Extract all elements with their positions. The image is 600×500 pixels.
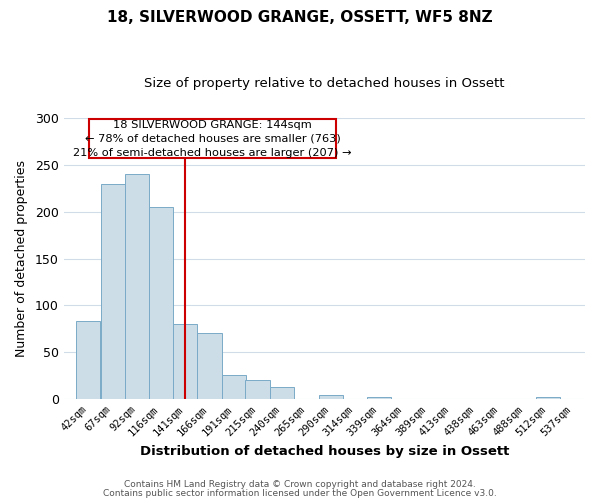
Y-axis label: Number of detached properties: Number of detached properties: [15, 160, 28, 357]
Bar: [173, 324, 197, 399]
Bar: [197, 332, 221, 399]
FancyBboxPatch shape: [89, 119, 337, 158]
Text: 18 SILVERWOOD GRANGE: 144sqm
← 78% of detached houses are smaller (763)
21% of s: 18 SILVERWOOD GRANGE: 144sqm ← 78% of de…: [73, 120, 352, 158]
Bar: [270, 387, 294, 399]
X-axis label: Distribution of detached houses by size in Ossett: Distribution of detached houses by size …: [140, 444, 509, 458]
Bar: [125, 174, 149, 399]
Text: 18, SILVERWOOD GRANGE, OSSETT, WF5 8NZ: 18, SILVERWOOD GRANGE, OSSETT, WF5 8NZ: [107, 10, 493, 25]
Bar: [536, 397, 560, 399]
Bar: [367, 397, 391, 399]
Bar: [149, 207, 173, 399]
Bar: [101, 184, 125, 399]
Text: Contains HM Land Registry data © Crown copyright and database right 2024.: Contains HM Land Registry data © Crown c…: [124, 480, 476, 489]
Title: Size of property relative to detached houses in Ossett: Size of property relative to detached ho…: [144, 78, 505, 90]
Bar: [222, 374, 246, 399]
Text: Contains public sector information licensed under the Open Government Licence v3: Contains public sector information licen…: [103, 488, 497, 498]
Bar: [245, 380, 269, 399]
Bar: [76, 322, 100, 399]
Bar: [319, 396, 343, 399]
